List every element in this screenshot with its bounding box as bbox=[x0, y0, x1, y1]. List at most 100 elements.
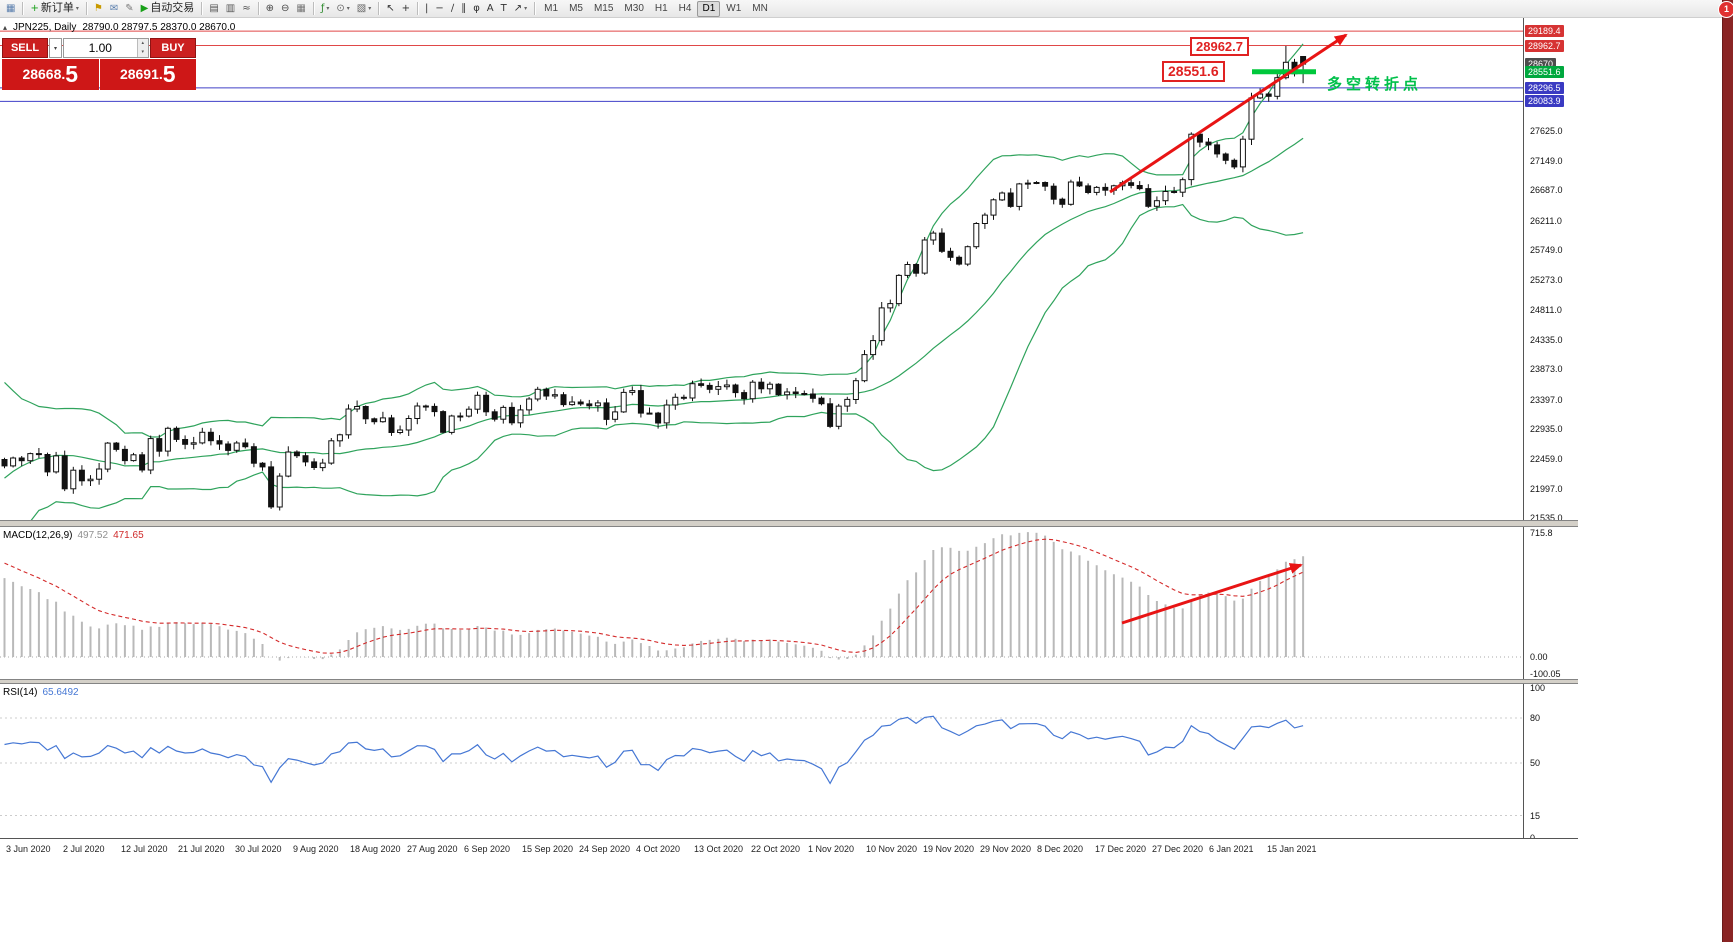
timeframe-m30-button[interactable]: M30 bbox=[624, 2, 644, 14]
pencil-icon: ✎ bbox=[125, 3, 134, 14]
price-axis-label: 22459.0 bbox=[1530, 454, 1563, 464]
bid-price-big-digit: 5 bbox=[65, 61, 79, 87]
toolbar-separator bbox=[312, 2, 314, 15]
support-price-label[interactable]: 28551.6 bbox=[1162, 61, 1225, 82]
arrows-button[interactable]: ↗ ▾ bbox=[511, 1, 530, 16]
metaeditor-button[interactable]: ✎ bbox=[122, 1, 136, 16]
timeframe-w1-button[interactable]: W1 bbox=[726, 2, 742, 14]
price-axis[interactable]: 27625.0 27149.0 26687.0 26211.0 25749.0 25273… bbox=[1523, 18, 1579, 862]
ask-price[interactable]: 28691. 5 bbox=[99, 59, 196, 90]
date-axis-label: 27 Dec 2020 bbox=[1152, 844, 1204, 854]
new-order-button-label: 新订单 bbox=[40, 2, 74, 14]
timeframe-h4-button[interactable]: H4 bbox=[678, 2, 692, 14]
timeframe-h1-button[interactable]: H1 bbox=[654, 2, 668, 14]
horizontal-line-button[interactable]: − bbox=[432, 1, 446, 16]
vertical-line-button[interactable]: | bbox=[422, 1, 431, 16]
timeframe-m5-button[interactable]: M5 bbox=[569, 2, 583, 14]
alerts-button[interactable]: ⚑ bbox=[91, 1, 106, 16]
fibonacci-button[interactable]: φ bbox=[470, 1, 483, 16]
timeframe-mn-button[interactable]: MN bbox=[752, 2, 768, 14]
tile-windows-button[interactable]: ▦ bbox=[293, 1, 308, 16]
arrow-shapes-icon: ↗ bbox=[513, 3, 523, 14]
autotrading-button[interactable]: ▶ 自动交易 bbox=[138, 1, 198, 16]
symbol-period-label: JPN225, Daily bbox=[13, 22, 77, 33]
price-axis-label: 25749.0 bbox=[1530, 245, 1563, 255]
vertical-line-icon: | bbox=[425, 3, 429, 14]
cursor-button[interactable]: ↖ bbox=[383, 1, 397, 16]
channel-button[interactable]: ∥ bbox=[458, 1, 469, 16]
candlestick-mode-button[interactable]: ▥ bbox=[223, 1, 238, 16]
zoom-out-button[interactable]: ⊖ bbox=[278, 1, 292, 16]
periods-button[interactable]: ⊙ ▾ bbox=[333, 1, 352, 16]
toolbar-separator bbox=[417, 2, 419, 15]
toolbar-separator bbox=[378, 2, 380, 15]
caret-down-icon: ▾ bbox=[75, 5, 79, 12]
trendline-button[interactable]: ∕ bbox=[448, 1, 457, 16]
timeframe-m1-button[interactable]: M1 bbox=[544, 2, 559, 14]
text-label-button[interactable]: T bbox=[498, 1, 510, 16]
trade-panel-controls: SELL ▾ ▴ ▾ BUY bbox=[2, 38, 196, 58]
macd-indicator-canvas[interactable] bbox=[0, 527, 1523, 679]
macd-signal-value: 471.65 bbox=[113, 530, 144, 541]
templates-button[interactable]: ▧ ▾ bbox=[354, 1, 374, 16]
date-axis-label: 15 Jan 2021 bbox=[1267, 844, 1317, 854]
date-axis-label: 10 Nov 2020 bbox=[866, 844, 918, 854]
price-axis-label: 22935.0 bbox=[1530, 424, 1563, 434]
toolbar-separator bbox=[85, 2, 87, 15]
volume-input[interactable] bbox=[64, 39, 137, 57]
line-chart-mode-button[interactable]: ≈ bbox=[239, 1, 253, 16]
rsi-axis-label: 50 bbox=[1530, 758, 1541, 768]
template-icon: ▧ bbox=[356, 3, 367, 14]
timeframe-m15-button[interactable]: M15 bbox=[593, 2, 614, 14]
rsi-value: 65.6492 bbox=[42, 687, 79, 698]
main-toolbar: ▦ + 新订单 ▾ ⚑ ✉ ✎ ▶ 自动交易 ▤ ▥ ≈ ⊕ ⊖ ▦ ƒ ▾ ⊙ ▾ ▧ ▾ ↖ + | − ∕ ∥ φ A T ↗ ▾ M1 M… bbox=[0, 0, 1722, 18]
date-axis-label: 24 Sep 2020 bbox=[579, 844, 631, 854]
label-icon: T bbox=[500, 3, 507, 14]
price-axis-label: 21997.0 bbox=[1530, 484, 1563, 494]
text-button[interactable]: A bbox=[484, 1, 497, 16]
function-icon: ƒ bbox=[320, 3, 325, 14]
panel-collapse-icon[interactable]: ▴ bbox=[3, 23, 8, 32]
chart-window-icon: ▦ bbox=[6, 3, 16, 14]
volume-dropdown-icon[interactable]: ▾ bbox=[49, 38, 62, 58]
crosshair-button[interactable]: + bbox=[399, 1, 413, 16]
volume-input-wrap: ▴ ▾ bbox=[63, 38, 149, 58]
bid-price[interactable]: 28668. 5 bbox=[2, 59, 99, 90]
price-axis-label: 27149.0 bbox=[1530, 156, 1563, 166]
main-macd-splitter[interactable] bbox=[0, 520, 1578, 527]
bar-chart-mode-button[interactable]: ▤ bbox=[206, 1, 221, 16]
sell-button[interactable]: SELL bbox=[2, 38, 48, 58]
chart-ohlc-header: ▴ JPN225, Daily 28790.0 28797.5 28370.0 … bbox=[3, 22, 235, 33]
new-order-button[interactable]: + 新订单 ▾ bbox=[27, 1, 81, 16]
volume-down-icon[interactable]: ▾ bbox=[137, 48, 148, 57]
new-chart-button[interactable]: ▦ bbox=[3, 1, 18, 16]
date-axis-label: 21 Jul 2020 bbox=[178, 844, 225, 854]
zoom-in-button[interactable]: ⊕ bbox=[263, 1, 277, 16]
text-icon: A bbox=[486, 3, 494, 14]
rsi-axis-label: 15 bbox=[1530, 811, 1541, 821]
fibonacci-icon: φ bbox=[473, 3, 480, 14]
toolbar-separator bbox=[257, 2, 259, 15]
date-axis-label: 3 Jun 2020 bbox=[6, 844, 51, 854]
price-axis-marker: 29189.4 bbox=[1525, 25, 1564, 37]
macd-name: MACD(12,26,9) bbox=[3, 530, 73, 541]
date-axis[interactable]: 3 Jun 2020 2 Jul 2020 12 Jul 2020 21 Jul 20… bbox=[0, 838, 1578, 863]
main-chart-canvas[interactable] bbox=[0, 18, 1523, 520]
rsi-indicator-canvas[interactable] bbox=[0, 684, 1523, 838]
buy-button[interactable]: BUY bbox=[150, 38, 196, 58]
mailbox-button[interactable]: ✉ bbox=[107, 1, 121, 16]
date-axis-label: 8 Dec 2020 bbox=[1037, 844, 1084, 854]
trade-panel-prices: 28668. 5 28691. 5 bbox=[2, 59, 196, 90]
macd-rsi-splitter[interactable] bbox=[0, 679, 1578, 684]
new-order-icon: + bbox=[30, 3, 39, 14]
price-axis-marker: 28962.7 bbox=[1525, 40, 1564, 52]
notification-badge[interactable]: 1 bbox=[1718, 1, 1733, 18]
timeframe-d1-button[interactable]: D1 bbox=[697, 0, 721, 17]
resistance-price-label[interactable]: 28962.7 bbox=[1190, 37, 1249, 56]
right-scrollbar[interactable]: 1 bbox=[1718, 0, 1733, 942]
horizontal-line-icon: − bbox=[435, 3, 444, 14]
ask-price-main: 28691. bbox=[119, 66, 163, 82]
volume-up-icon[interactable]: ▴ bbox=[137, 39, 148, 48]
indicators-button[interactable]: ƒ ▾ bbox=[318, 1, 333, 16]
